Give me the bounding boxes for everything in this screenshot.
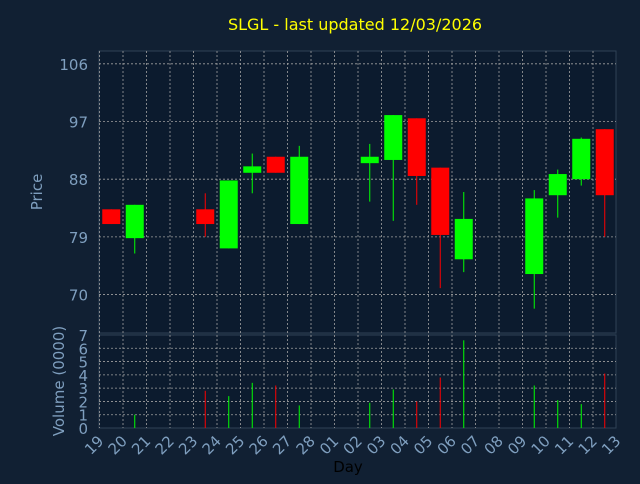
price-grid (99, 51, 616, 333)
candle-body (548, 174, 567, 196)
volume-tick-label: 3 (78, 380, 88, 398)
volume-tick-label: 1 (78, 407, 88, 425)
candle-body (407, 118, 426, 176)
candle-body (454, 218, 473, 260)
candle-body (384, 115, 403, 160)
volume-tick-label: 5 (78, 354, 88, 372)
chart-title: SLGL - last updated 12/03/2026 (228, 15, 482, 34)
candle-body (595, 129, 614, 196)
volume-tick-label: 7 (78, 327, 88, 345)
candle-body (196, 209, 215, 225)
price-tick-label: 79 (69, 229, 88, 247)
candle-body (525, 198, 544, 275)
volume-tick-label: 4 (78, 367, 88, 385)
y-axis-label: Price (28, 174, 46, 211)
price-tick-labels: 106 97 88 79 70 (59, 56, 88, 305)
candle-body (125, 204, 144, 239)
price-plot-area (98, 50, 617, 334)
volume-plot-area (98, 334, 617, 429)
candle-body (219, 180, 238, 249)
candle-body (290, 156, 309, 225)
price-tick-label: 97 (69, 114, 88, 132)
candle-body (360, 156, 379, 164)
candles (102, 115, 614, 309)
price-tick-label: 70 (69, 287, 88, 305)
candle-body (266, 156, 285, 173)
volume-tick-label: 2 (78, 393, 88, 411)
price-tick-label: 106 (59, 56, 88, 74)
volume-bars (134, 340, 606, 428)
volume-axis-label: Volume (0000) (50, 326, 68, 436)
candle-body (572, 138, 591, 180)
volume-tick-label: 6 (78, 340, 88, 358)
candle-body (243, 166, 262, 173)
candle-body (431, 167, 450, 235)
price-tick-label: 88 (69, 171, 88, 189)
volume-grid (99, 335, 616, 428)
candle-body (102, 209, 121, 225)
x-tick-labels: 1920212223242526272801020304050607080910… (81, 432, 624, 458)
x-axis-label: Day (333, 458, 363, 476)
volume-tick-label: 0 (78, 420, 88, 438)
